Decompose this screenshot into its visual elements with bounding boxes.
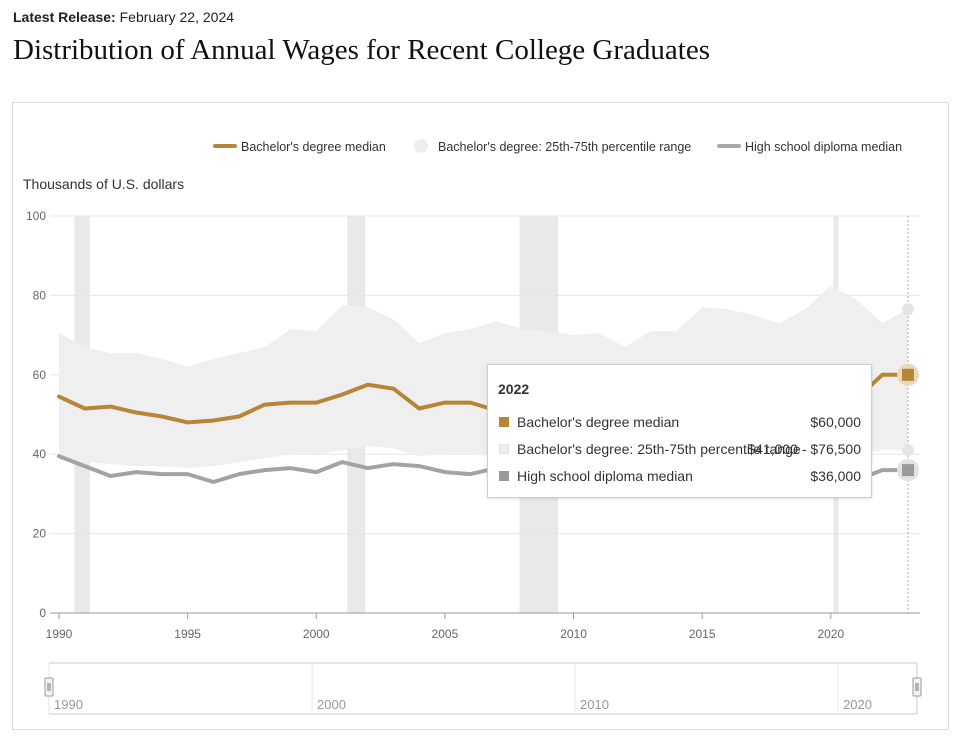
tooltip-value-percentile-range: $41,000 - $76,500 (747, 441, 861, 457)
legend-label-high-school-median: High school diploma median (745, 140, 902, 154)
x-tick-label-2020: 2020 (817, 627, 844, 641)
marker-range-high (902, 303, 914, 316)
release-line: Latest Release: February 22, 2024 (13, 9, 234, 25)
navigator-label-2000: 2000 (317, 697, 346, 712)
x-tick-label-2000: 2000 (303, 627, 330, 641)
legend: Bachelor's degree median Bachelor's degr… (213, 139, 902, 154)
tooltip: 2022 Bachelor's degree median $60,000 Ba… (487, 364, 872, 498)
x-tick-label-2005: 2005 (432, 627, 459, 641)
range-navigator[interactable]: 1990 2000 2010 2020 (44, 662, 922, 715)
navigator-handle-left[interactable] (44, 677, 54, 697)
x-tick-label-1990: 1990 (46, 627, 73, 641)
navigator-label-2010: 2010 (580, 697, 609, 712)
legend-label-bachelor-median: Bachelor's degree median (241, 140, 386, 154)
tooltip-row-high-school-median: High school diploma median $36,000 (498, 467, 861, 485)
tooltip-year: 2022 (498, 381, 530, 397)
tooltip-label-high-school-median: High school diploma median (517, 468, 693, 484)
release-label: Latest Release: (13, 9, 116, 25)
legend-item-bachelor-median[interactable]: Bachelor's degree median (213, 140, 386, 154)
legend-item-high-school-median[interactable]: High school diploma median (717, 140, 902, 154)
navigator-handle-left-grip (44, 677, 54, 697)
navigator-label-2020: 2020 (843, 697, 872, 712)
legend-label-percentile-range: Bachelor's degree: 25th-75th percentile … (438, 140, 691, 154)
tooltip-row-bachelor-median: Bachelor's degree median $60,000 (498, 413, 861, 431)
y-axis-ticks: 0 20 40 60 80 100 (26, 209, 46, 620)
tooltip-value-bachelor-median: $60,000 (810, 414, 861, 430)
marker-bachelor-median (902, 368, 914, 381)
tooltip-row-percentile-range: Bachelor's degree: 25th-75th percentile … (498, 440, 861, 458)
legend-swatch-percentile-range (414, 139, 428, 153)
y-tick-label-40: 40 (33, 447, 47, 461)
y-axis-title: Thousands of U.S. dollars (23, 176, 184, 192)
y-tick-label-0: 0 (39, 606, 46, 620)
y-tick-label-100: 100 (26, 209, 46, 223)
y-tick-label-80: 80 (33, 288, 47, 302)
legend-item-percentile-range[interactable]: Bachelor's degree: 25th-75th percentile … (414, 139, 691, 154)
y-tick-label-60: 60 (33, 368, 47, 382)
release-date: February 22, 2024 (119, 9, 235, 25)
navigator-handle-right-grip (912, 677, 922, 697)
x-tick-label-2010: 2010 (560, 627, 587, 641)
marker-high-school-median (902, 464, 914, 477)
tooltip-swatch-bachelor-median (499, 417, 509, 427)
navigator-handle-right[interactable] (912, 677, 922, 697)
marker-range-low (902, 444, 914, 457)
x-axis: 1990 1995 2000 2005 2010 2015 2020 (46, 612, 920, 641)
tooltip-value-high-school-median: $36,000 (810, 468, 861, 484)
x-tick-label-1995: 1995 (174, 627, 201, 641)
y-tick-label-20: 20 (33, 527, 47, 541)
chart-panel (12, 102, 949, 730)
tooltip-label-percentile-range: Bachelor's degree: 25th-75th percentile … (517, 441, 801, 457)
x-tick-label-2015: 2015 (689, 627, 716, 641)
tooltip-swatch-high-school-median (499, 471, 509, 481)
navigator-label-1990: 1990 (54, 697, 83, 712)
tooltip-swatch-percentile-range (499, 444, 509, 454)
page-title: Distribution of Annual Wages for Recent … (13, 34, 710, 66)
tooltip-label-bachelor-median: Bachelor's degree median (517, 414, 680, 430)
